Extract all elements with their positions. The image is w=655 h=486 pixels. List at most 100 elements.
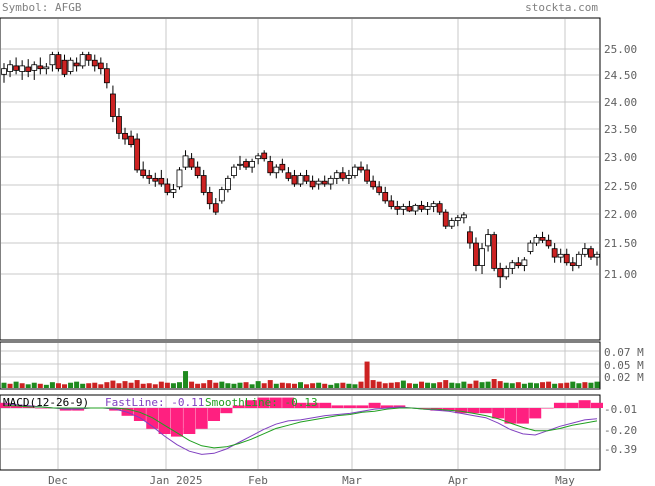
- volume-bar: [31, 382, 37, 388]
- volume-bar: [540, 382, 546, 388]
- volume-bar: [116, 383, 122, 388]
- macd-histogram-bar: [158, 408, 171, 434]
- candle-body: [61, 59, 68, 75]
- macd-histogram-bar: [553, 402, 566, 408]
- volume-bar: [503, 382, 509, 388]
- volume-bar: [437, 382, 443, 388]
- candle-body: [231, 166, 237, 176]
- candle-body: [128, 135, 134, 146]
- volume-bar: [273, 383, 279, 388]
- site-label[interactable]: stockta.com: [525, 1, 598, 14]
- volume-bar: [55, 383, 61, 388]
- volume-bar: [570, 381, 576, 388]
- volume-bar: [267, 380, 273, 388]
- macd-histogram-bar: [282, 397, 295, 408]
- volume-bar: [43, 384, 49, 388]
- candle-body: [85, 54, 92, 61]
- volume-bar: [189, 381, 195, 388]
- volume-bar: [533, 383, 539, 388]
- volume-bar: [467, 383, 473, 388]
- volume-bar: [1, 382, 7, 388]
- volume-bar: [152, 384, 158, 388]
- candle-body: [370, 180, 377, 188]
- volume-bar: [80, 383, 86, 388]
- volume-bar: [491, 379, 497, 388]
- candle-body: [521, 259, 528, 266]
- volume-bar: [134, 380, 140, 388]
- volume-bar: [322, 383, 328, 388]
- candle-body: [182, 155, 189, 168]
- volume-bar: [110, 380, 116, 388]
- macd-histogram-bar: [418, 408, 431, 409]
- candle-body: [321, 180, 328, 185]
- volume-bar: [376, 381, 382, 388]
- macd-histogram-bar: [356, 405, 369, 408]
- macd-histogram-bar: [368, 402, 381, 408]
- ytick-label: 25.00: [604, 43, 637, 56]
- candle-body: [442, 211, 449, 227]
- candle-body: [339, 172, 346, 179]
- volume-bar: [594, 381, 600, 388]
- candle-body: [352, 166, 358, 176]
- volume-bar: [140, 383, 146, 388]
- candle-body: [91, 59, 98, 67]
- candle-body: [394, 206, 401, 210]
- candle-body: [388, 200, 395, 207]
- candle-body: [249, 161, 255, 168]
- volume-bar: [328, 384, 334, 388]
- candle-body: [436, 203, 443, 213]
- volume-bar: [219, 381, 225, 388]
- candle-body: [49, 54, 56, 66]
- volume-bar: [546, 381, 552, 388]
- volume-bar: [74, 381, 80, 388]
- macd-histogram-bar: [306, 402, 319, 408]
- candle-body: [188, 158, 195, 168]
- volume-bar: [128, 382, 134, 388]
- macd-ytick-label: -0.39: [604, 443, 637, 456]
- candle-body: [454, 217, 461, 221]
- volume-bar: [243, 382, 249, 388]
- candle-body: [206, 192, 213, 205]
- candle-body: [243, 161, 249, 168]
- volume-bar: [86, 383, 92, 388]
- volume-bar: [170, 383, 176, 388]
- macd-histogram-bar: [591, 402, 603, 408]
- candle-body: [194, 166, 201, 176]
- candle-body: [467, 231, 473, 244]
- x-axis-ticks: Dec Jan 2025 Feb Mar Apr May: [48, 474, 575, 486]
- candle-body: [176, 169, 183, 188]
- candle-body: [309, 180, 316, 188]
- volume-bar: [255, 381, 261, 388]
- volume-panel: [0, 341, 601, 390]
- macd-histogram-bar: [566, 402, 579, 408]
- macd-histogram-bar: [516, 408, 529, 424]
- candle-body: [551, 248, 558, 258]
- volume-bar: [527, 382, 533, 388]
- volume-bar: [449, 382, 455, 388]
- candle-body: [31, 64, 38, 71]
- volume-bar: [509, 383, 515, 388]
- volume-bar: [552, 383, 558, 388]
- xtick-label: Dec: [48, 474, 68, 486]
- volume-bar: [461, 381, 467, 388]
- macd-ytick-label: -0.01: [604, 403, 637, 416]
- candle-body: [545, 239, 552, 247]
- candle-body: [212, 203, 219, 213]
- candle-body: [200, 175, 207, 193]
- candle-body: [103, 68, 110, 84]
- volume-bar: [431, 383, 437, 388]
- candle-body: [237, 163, 243, 166]
- candle-body: [382, 192, 389, 202]
- candle-body: [261, 152, 268, 160]
- macd-histogram-bar: [170, 408, 183, 437]
- volume-bar: [291, 383, 297, 388]
- volume-bar: [310, 383, 316, 388]
- volume-bar: [400, 380, 406, 388]
- ytick-label: 21.50: [604, 237, 637, 250]
- candle-body: [43, 66, 50, 70]
- volume-bar: [261, 383, 267, 388]
- candle-body: [327, 177, 334, 185]
- candle-body: [73, 62, 80, 67]
- volume-bar: [7, 383, 13, 388]
